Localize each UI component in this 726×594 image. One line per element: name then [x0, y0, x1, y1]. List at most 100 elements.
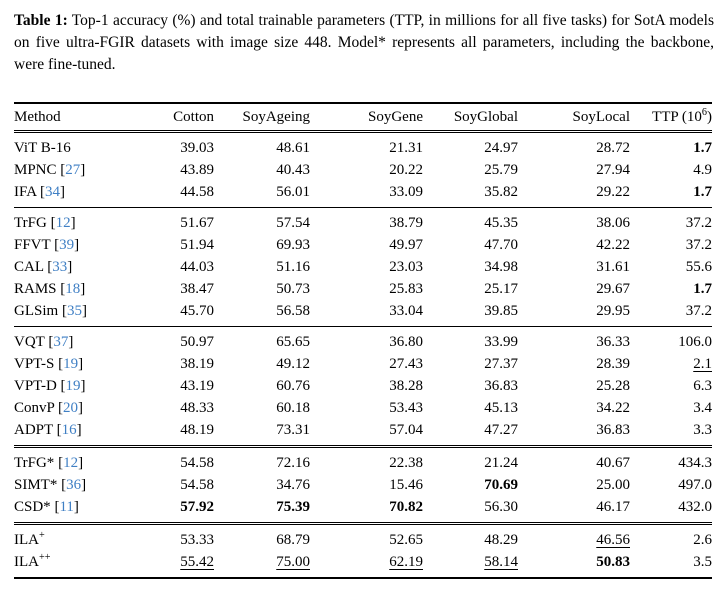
citation-link[interactable]: 18	[65, 281, 81, 297]
value-cell: 29.67	[518, 278, 630, 300]
cell-value: 3.5	[693, 554, 712, 570]
cell-value: 4.9	[693, 162, 712, 178]
cell-value: 37.2	[685, 215, 712, 231]
value-cell: 54.58	[144, 447, 214, 475]
cell-value: 28.72	[596, 140, 630, 156]
value-cell: 36.80	[310, 327, 423, 354]
cell-value: 48.33	[180, 400, 214, 416]
method-name: VPT-D	[14, 378, 57, 394]
cell-value: 43.19	[180, 378, 214, 394]
cell-value: 73.31	[276, 422, 310, 438]
cell-value: 57.04	[389, 422, 423, 438]
value-cell: 21.31	[310, 132, 423, 160]
column-header-soyageing: SoyAgeing	[214, 102, 310, 133]
citation-link[interactable]: 11	[59, 499, 74, 515]
cell-value: 45.13	[484, 400, 518, 416]
value-cell: 55.42	[144, 551, 214, 578]
value-cell: 23.03	[310, 256, 423, 278]
column-header-ttp-10: TTP (106)	[630, 102, 712, 133]
cell-value: 20.22	[389, 162, 423, 178]
method-cell: TrFG* [12]	[14, 455, 84, 471]
method-cell: ViT B-16	[14, 132, 144, 160]
column-header-label: SoyLocal	[572, 109, 631, 125]
cell-value: 40.43	[276, 162, 310, 178]
value-cell: 35.82	[423, 181, 518, 208]
value-cell: 2.6	[630, 524, 712, 552]
column-header-method: Method	[14, 102, 144, 133]
citation-link[interactable]: 16	[61, 422, 77, 438]
cell-value: 27.43	[389, 356, 423, 372]
cell-value: 70.82	[389, 499, 423, 515]
citation-link[interactable]: 19	[65, 378, 81, 394]
value-cell: 106.0	[630, 327, 712, 354]
cell-value: 24.97	[484, 140, 518, 156]
cell-value: 21.24	[484, 455, 518, 471]
table-row: SIMT* [36] 54.58 34.76 15.46 70.69 25.00 497.0	[14, 474, 712, 496]
cell-value: 27.94	[596, 162, 630, 178]
column-header-label: SoyGlobal	[453, 109, 518, 125]
table-row: TrFG [12] 51.67 57.54 38.79 45.35 38.06 37.2	[14, 208, 712, 235]
value-cell: 38.79	[310, 208, 423, 235]
table-caption-label: Table 1:	[14, 12, 68, 29]
table-row: TrFG* [12] 54.58 72.16 22.38 21.24 40.67 434.3	[14, 447, 712, 475]
table-row: VPT-D [19] 43.19 60.76 38.28 36.83 25.28 6.3	[14, 375, 712, 397]
citation-link[interactable]: 35	[66, 303, 82, 319]
value-cell: 68.79	[214, 524, 310, 552]
cell-value: 75.39	[276, 499, 310, 515]
citation-link[interactable]: 20	[63, 400, 79, 416]
citation-link[interactable]: 19	[63, 356, 79, 372]
citation-link[interactable]: 27	[65, 162, 81, 178]
cell-value: 46.17	[596, 499, 630, 515]
value-cell: 27.94	[518, 159, 630, 181]
cell-value: 39.03	[180, 140, 214, 156]
citation-link[interactable]: 37	[53, 334, 69, 350]
column-header-cotton: Cotton	[144, 102, 214, 133]
citation-link[interactable]: 34	[44, 184, 60, 200]
value-cell: 47.70	[423, 234, 518, 256]
cell-value: 45.35	[484, 215, 518, 231]
paper-page: Table 1: Top-1 accuracy (%) and total tr…	[14, 12, 714, 579]
citation-link[interactable]: 12	[55, 215, 71, 231]
value-cell: 45.13	[423, 397, 518, 419]
cell-value: 48.29	[484, 532, 518, 548]
table-row: VPT-S [19] 38.19 49.12 27.43 27.37 28.39 2.1	[14, 353, 712, 375]
cell-value: 47.70	[484, 237, 518, 253]
value-cell: 6.3	[630, 375, 712, 397]
citation-link[interactable]: 12	[63, 455, 79, 471]
value-cell: 69.93	[214, 234, 310, 256]
citation-link[interactable]: 39	[59, 237, 75, 253]
value-cell: 44.58	[144, 181, 214, 208]
method-cell: TrFG [12]	[14, 215, 76, 231]
cell-value: 69.93	[276, 237, 310, 253]
cell-value: 55.42	[180, 554, 214, 570]
method-cell: VPT-D [19]	[14, 378, 86, 394]
method-superscript: +	[39, 530, 45, 541]
column-header-label: TTP (10	[652, 109, 702, 125]
header-row: Method Cotton SoyAgeing SoyGene SoyGlobal Soy…	[14, 102, 712, 133]
value-cell: 15.46	[310, 474, 423, 496]
method-name: ADPT	[14, 422, 53, 438]
citation-link[interactable]: 33	[52, 259, 68, 275]
value-cell: 36.83	[423, 375, 518, 397]
citation-link[interactable]: 36	[66, 477, 82, 493]
cell-value: 34.98	[484, 259, 518, 275]
value-cell: 75.00	[214, 551, 310, 578]
cell-value: 35.82	[484, 184, 518, 200]
cell-value: 25.00	[596, 477, 630, 493]
value-cell: 57.92	[144, 496, 214, 524]
value-cell: 36.33	[518, 327, 630, 354]
value-cell: 34.98	[423, 256, 518, 278]
method-name: CAL	[14, 259, 44, 275]
table-row: CSD* [11] 57.92 75.39 70.82 56.30 46.17 432.0	[14, 496, 712, 524]
cell-value: 37.2	[685, 303, 712, 319]
cell-value: 50.83	[596, 554, 630, 570]
method-name: SIMT*	[14, 477, 58, 493]
cell-value: 56.01	[276, 184, 310, 200]
value-cell: 37.2	[630, 234, 712, 256]
value-cell: 57.54	[214, 208, 310, 235]
table-row: ViT B-16 39.03 48.61 21.31 24.97 28.72 1.7	[14, 132, 712, 160]
cell-value: 34.22	[596, 400, 630, 416]
value-cell: 46.56	[518, 524, 630, 552]
cell-value: 43.89	[180, 162, 214, 178]
value-cell: 25.83	[310, 278, 423, 300]
